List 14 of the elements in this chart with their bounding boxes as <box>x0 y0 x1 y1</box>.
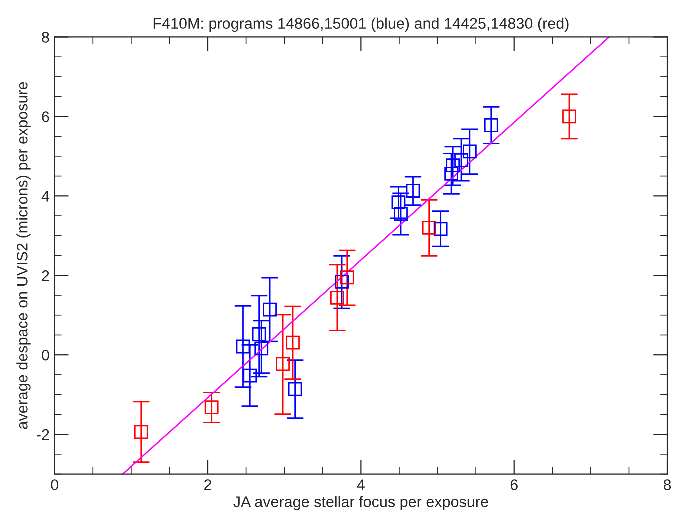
x-tick-label: 8 <box>664 480 672 490</box>
chart-title: F410M: programs 14866,15001 (blue) and 14425,14830 (red) <box>154 18 569 32</box>
y-axis-title: average despace on UVIS2 (microns) per exposure <box>16 82 31 430</box>
x-tick-label: 4 <box>357 480 365 490</box>
y-tick-label: 6 <box>42 112 50 122</box>
y-tick-label: 8 <box>42 32 50 43</box>
y-tick-label: 0 <box>42 350 50 361</box>
x-axis-title: JA average stellar focus per exposure <box>234 496 488 510</box>
x-tick-label: 0 <box>51 480 58 490</box>
y-tick-label: -2 <box>37 429 50 440</box>
x-tick-label: 2 <box>204 480 212 490</box>
y-tick-label: 4 <box>42 191 50 202</box>
y-tick-label: 2 <box>42 270 50 282</box>
x-tick-label: 6 <box>510 480 518 490</box>
